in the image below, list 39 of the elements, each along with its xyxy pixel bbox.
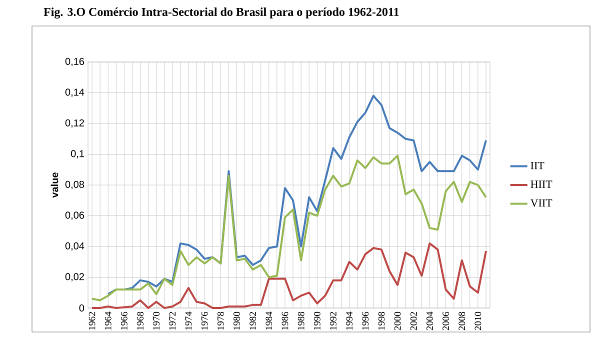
y-tick-label: 0,06: [65, 212, 84, 220]
y-axis-title: value: [50, 172, 58, 198]
x-tick-label: 1994: [346, 312, 352, 330]
legend-label: HIIT: [530, 180, 552, 188]
x-tick-label: 1964: [104, 312, 112, 330]
x-tick-label: 1968: [137, 312, 144, 330]
x-tick-label: 1982: [250, 312, 256, 330]
x-tick-label: 1988: [298, 312, 304, 330]
x-tick-label: 1998: [378, 312, 385, 330]
legend-label: IIT: [530, 162, 544, 170]
y-tick-label: 0,02: [65, 273, 84, 282]
x-tick-label: 1962: [88, 312, 96, 330]
y-tick-label: 0: [79, 304, 84, 312]
x-tick-label: 2010: [474, 312, 482, 330]
x-tick-label: 2004: [426, 312, 433, 330]
x-tick-label: 1992: [330, 312, 336, 330]
x-tick-label: 1986: [282, 312, 288, 330]
y-tick-label: 0,16: [65, 58, 84, 66]
x-tick-label: 1976: [201, 312, 208, 330]
x-tick-label: 1996: [362, 312, 369, 330]
y-tick-label: 0,08: [65, 180, 84, 190]
legend-label: VIIT: [530, 199, 552, 207]
x-tick-label: 2008: [458, 312, 466, 330]
y-tick-label: 0,04: [65, 242, 84, 251]
x-tick-label: 1984: [266, 312, 272, 330]
x-tick-label: 1970: [153, 312, 160, 330]
x-tick-label: 1974: [185, 312, 192, 330]
y-tick-label: 0,12: [65, 119, 84, 128]
x-tick-label: 1978: [217, 312, 224, 330]
x-tick-label: 2002: [410, 312, 417, 330]
x-tick-label: 1990: [314, 312, 320, 330]
y-tick-label: 0,1: [70, 150, 84, 158]
y-tick-label: 0,14: [65, 88, 84, 97]
x-tick-label: 2006: [442, 312, 449, 330]
x-tick-label: 1972: [169, 312, 176, 330]
x-tick-label: 1980: [234, 312, 240, 330]
x-tick-label: 2000: [394, 312, 401, 330]
chart-title: Fig. 3.O Comércio Intra-Sectorial do Brasil para o período 1962-2011: [44, 7, 399, 18]
x-tick-label: 1966: [120, 312, 128, 330]
